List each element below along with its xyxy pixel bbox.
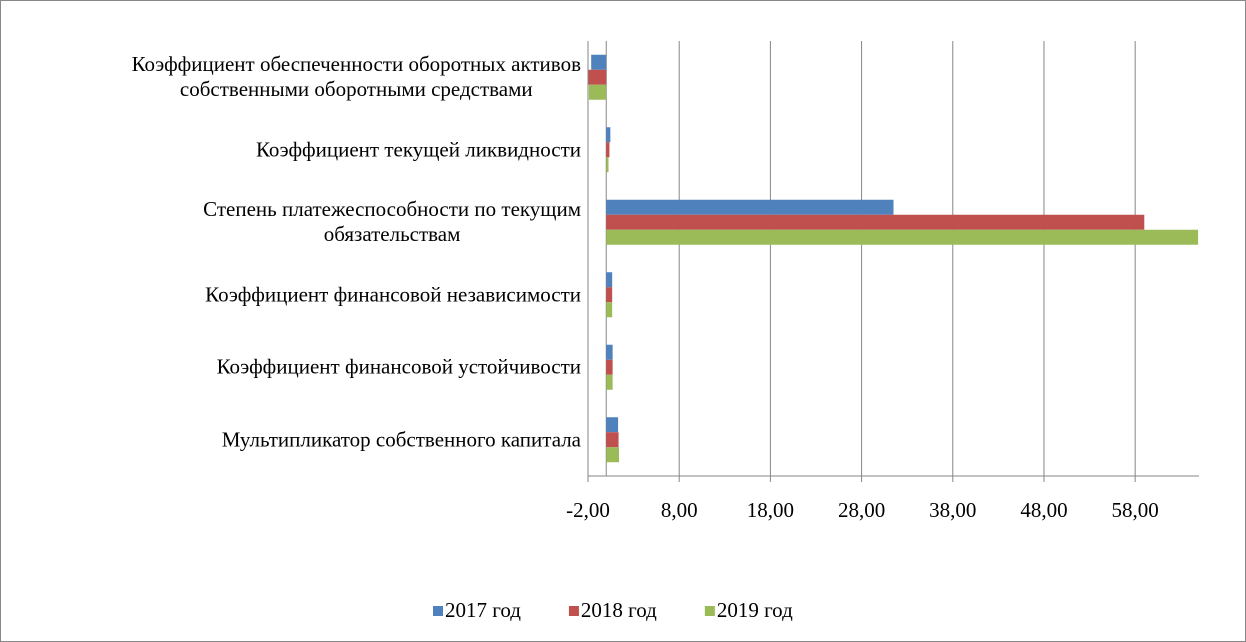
x-tick-label: 18,00 <box>747 498 794 522</box>
x-tick-label: 8,00 <box>661 498 698 522</box>
bar <box>606 199 894 215</box>
y-tick-label: Степень платежеспособности по текущим об… <box>203 197 581 247</box>
bar <box>606 447 620 463</box>
bar <box>606 287 613 303</box>
legend-label: 2017 год <box>445 598 521 622</box>
bar <box>588 69 607 85</box>
y-tick-label: Коэффициент финансовой независимости <box>205 282 581 307</box>
legend-swatch <box>568 606 579 616</box>
bar <box>591 54 607 70</box>
bar <box>606 374 613 390</box>
x-tick-label: 28,00 <box>838 498 885 522</box>
bar <box>606 432 619 448</box>
legend-swatch <box>704 606 715 616</box>
bar <box>606 142 610 158</box>
x-tick-label: 38,00 <box>929 498 976 522</box>
bar <box>606 127 611 143</box>
bar <box>606 214 1145 230</box>
x-tick-label: 48,00 <box>1020 498 1067 522</box>
bar <box>606 229 1199 245</box>
bar <box>588 84 607 100</box>
x-tick-label: -2,00 <box>566 498 610 522</box>
legend-swatch <box>433 606 443 616</box>
bar <box>606 417 619 433</box>
y-tick-label: Коэффициент текущей ликвидности <box>255 137 581 162</box>
bar <box>606 272 613 288</box>
y-tick-label: Мультипликатор собственного капитала <box>221 427 581 452</box>
bar <box>606 157 609 173</box>
bar <box>606 302 613 318</box>
y-tick-label: Коэффициент финансовой устойчивости <box>216 354 581 379</box>
legend-label: 2019 год <box>717 598 793 622</box>
x-tick-label: 58,00 <box>1112 498 1159 522</box>
y-tick-label: Коэффициент обеспеченности оборотных акт… <box>131 52 581 102</box>
bar <box>606 344 613 360</box>
legend-label: 2018 год <box>581 598 657 622</box>
bar <box>606 359 613 375</box>
